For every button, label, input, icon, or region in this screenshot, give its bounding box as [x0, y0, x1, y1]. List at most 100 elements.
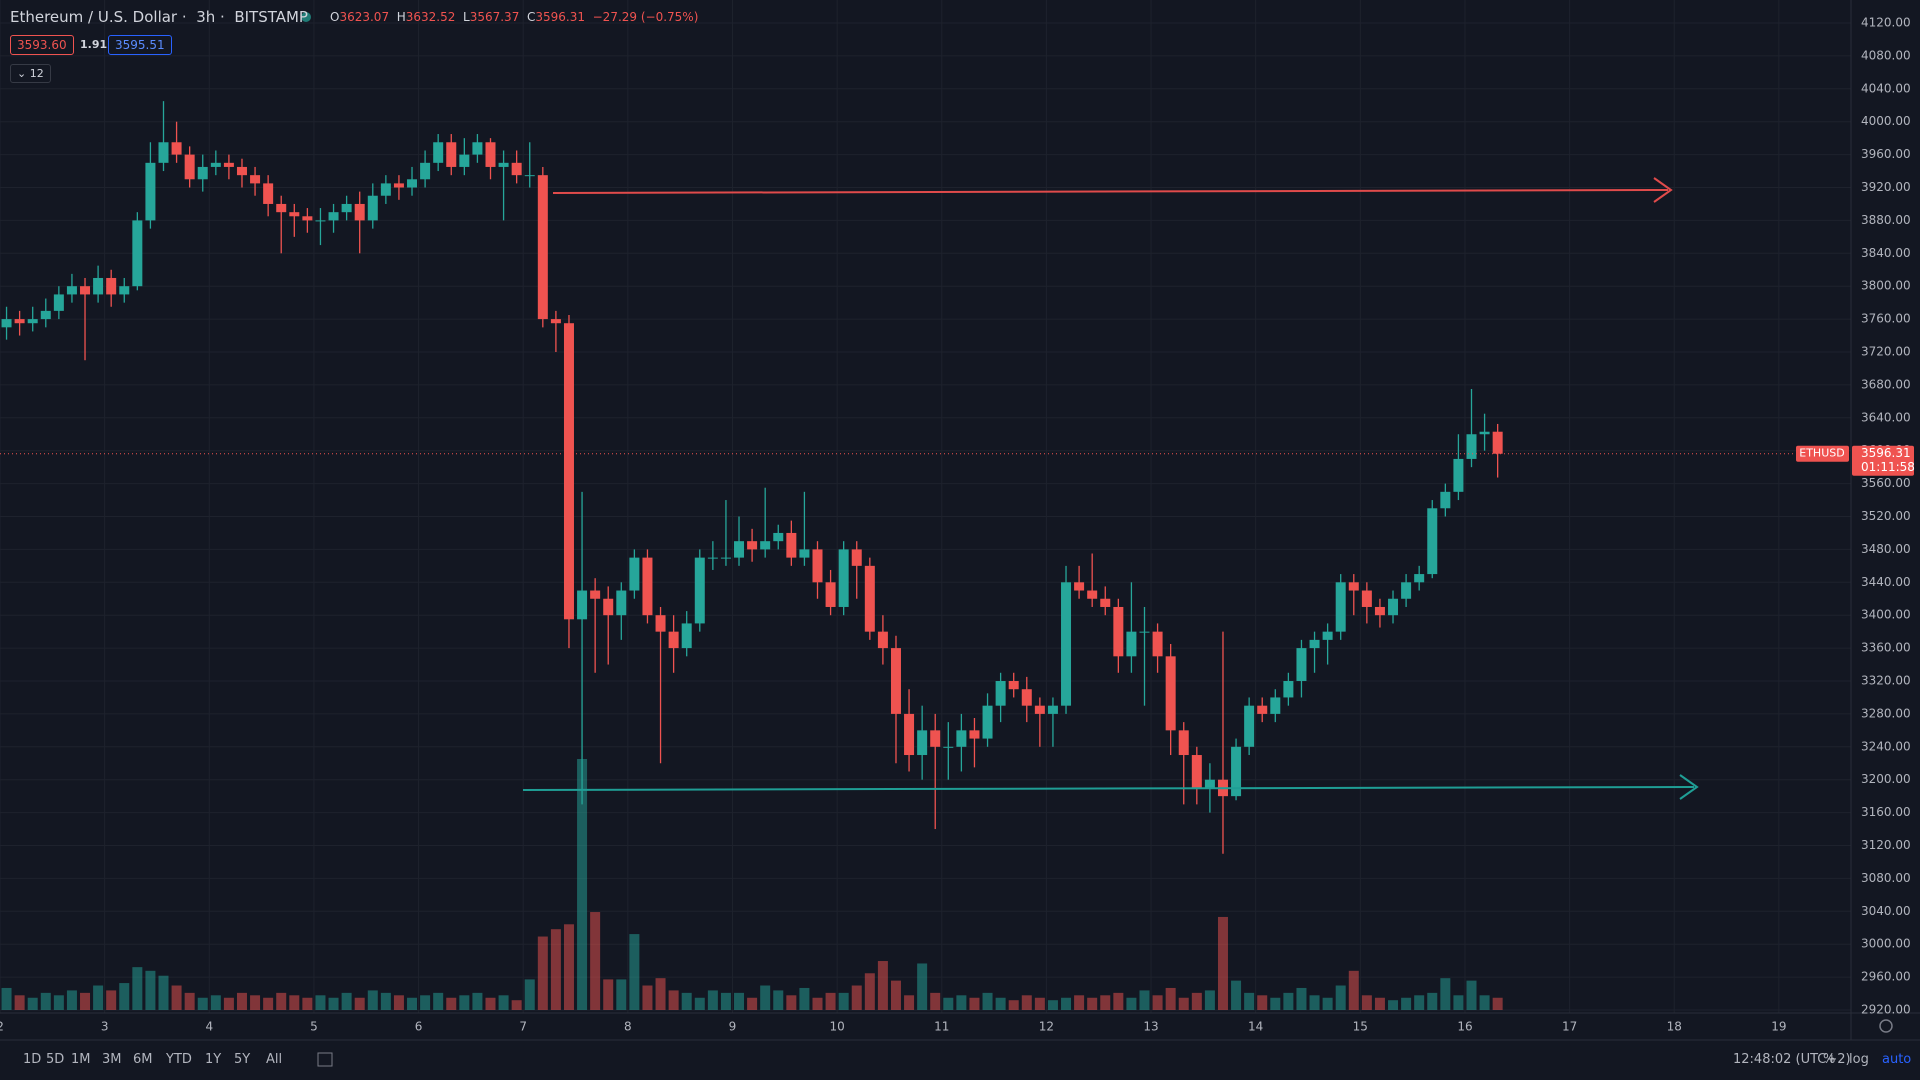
y-tick-label: 3840.00: [1861, 246, 1911, 260]
bid[interactable]: 3593.60: [10, 35, 74, 55]
volume-bar: [145, 970, 156, 1010]
volume-bar: [1008, 1000, 1019, 1010]
candle-body: [328, 212, 339, 221]
candle-body: [930, 730, 941, 747]
x-tick-label: 6: [415, 1020, 423, 1034]
volume-bar: [995, 997, 1006, 1010]
y-tick-label: 3160.00: [1861, 805, 1911, 819]
range-button[interactable]: 1Y: [205, 1052, 222, 1067]
range-button[interactable]: 5Y: [234, 1052, 251, 1067]
volume-bar: [668, 990, 679, 1010]
volume-bar: [577, 759, 588, 1010]
log-toggle[interactable]: log: [1849, 1052, 1869, 1067]
candle-body: [171, 142, 182, 155]
volume-bar: [1204, 990, 1215, 1010]
volume-pane: [1, 759, 1503, 1010]
volume-bar: [40, 992, 51, 1010]
auto-toggle[interactable]: auto: [1882, 1052, 1912, 1067]
volume-bar: [276, 992, 287, 1010]
candle-body: [864, 565, 875, 632]
range-button[interactable]: 5D: [46, 1052, 65, 1067]
x-tick-label: 7: [519, 1020, 527, 1034]
volume-bar: [1113, 992, 1124, 1010]
high-value: 3632.52: [405, 10, 456, 24]
candle-body: [1021, 689, 1032, 706]
volume-bar: [1217, 916, 1228, 1010]
settings-icon[interactable]: [1879, 1019, 1893, 1033]
x-tick-label: 10: [829, 1020, 844, 1034]
candle-body: [760, 541, 771, 550]
volume-bar: [1, 987, 12, 1010]
candle-body: [1244, 705, 1255, 747]
change: −27.29 (−0.75%): [592, 10, 699, 24]
volume-bar: [393, 995, 404, 1010]
percent-toggle[interactable]: %: [1823, 1052, 1836, 1067]
range-button[interactable]: YTD: [166, 1052, 192, 1067]
volume-bar: [328, 997, 339, 1010]
volume-bar: [119, 983, 130, 1010]
candle-body: [786, 532, 797, 558]
candle-body: [904, 713, 915, 756]
candle-body: [1283, 681, 1294, 698]
range-button[interactable]: 1M: [71, 1052, 91, 1067]
volume-bar: [1374, 997, 1385, 1010]
volume-bar: [1087, 997, 1098, 1010]
candle-body: [590, 590, 601, 599]
volume-bar: [367, 990, 378, 1010]
candle-body: [302, 216, 313, 221]
candle-body: [66, 286, 77, 295]
candle-body: [734, 541, 745, 558]
volume-bar: [1453, 995, 1464, 1010]
y-tick-label: 3680.00: [1861, 377, 1911, 391]
candle-body: [1361, 590, 1372, 607]
candle-body: [1008, 681, 1019, 690]
volume-bar: [210, 995, 221, 1010]
candle-body: [53, 294, 64, 311]
x-tick-label: 5: [310, 1020, 318, 1034]
volume-bar: [158, 975, 169, 1010]
volume-bar: [550, 929, 561, 1010]
candle-body: [276, 203, 287, 213]
x-tick-label: 8: [624, 1020, 632, 1034]
calendar-icon[interactable]: [317, 1052, 333, 1067]
interval[interactable]: 3h: [196, 8, 216, 26]
candle-body: [747, 541, 758, 550]
volume-bar: [1178, 997, 1189, 1010]
range-button[interactable]: 3M: [102, 1052, 122, 1067]
x-tick-label: 9: [729, 1020, 737, 1034]
candle-body: [354, 203, 365, 221]
ask[interactable]: 3595.51: [108, 35, 172, 55]
arrow-head: [1653, 177, 1673, 203]
y-tick-label: 3000.00: [1861, 937, 1911, 951]
range-button[interactable]: All: [266, 1052, 283, 1067]
range-button[interactable]: 6M: [133, 1052, 153, 1067]
x-tick-label: 15: [1353, 1020, 1368, 1034]
candle-body: [694, 557, 705, 624]
volume-bar: [642, 985, 653, 1010]
volume-bar: [1466, 980, 1477, 1010]
y-tick-label: 3280.00: [1861, 706, 1911, 720]
candle-body: [1113, 606, 1124, 657]
ohlc: O3623.07 H3632.52 L3567.37 C3596.31 −27.…: [330, 10, 698, 24]
volume-bar: [1021, 995, 1032, 1010]
candle-body: [223, 162, 234, 167]
candle-body: [511, 162, 522, 176]
indicators-toggle[interactable]: ⌄ 12: [10, 64, 51, 83]
volume-bar: [956, 995, 967, 1010]
candle-body: [498, 162, 509, 167]
candle-body: [132, 220, 143, 287]
symbol[interactable]: Ethereum / U.S. Dollar: [10, 8, 178, 26]
x-tick-label: 13: [1143, 1020, 1158, 1034]
candle-body: [1335, 582, 1346, 632]
volume-bar: [93, 985, 104, 1010]
volume-bar: [1427, 992, 1438, 1010]
candle-body: [1427, 508, 1438, 575]
volume-bar: [707, 990, 718, 1010]
volume-bar: [1296, 987, 1307, 1010]
range-button[interactable]: 1D: [23, 1052, 42, 1067]
header: Ethereum / U.S. Dollar · 3h · BITSTAMP: [10, 8, 308, 26]
y-tick-label: 3760.00: [1861, 312, 1911, 326]
volume-bar: [380, 992, 391, 1010]
candle-body: [380, 183, 391, 196]
